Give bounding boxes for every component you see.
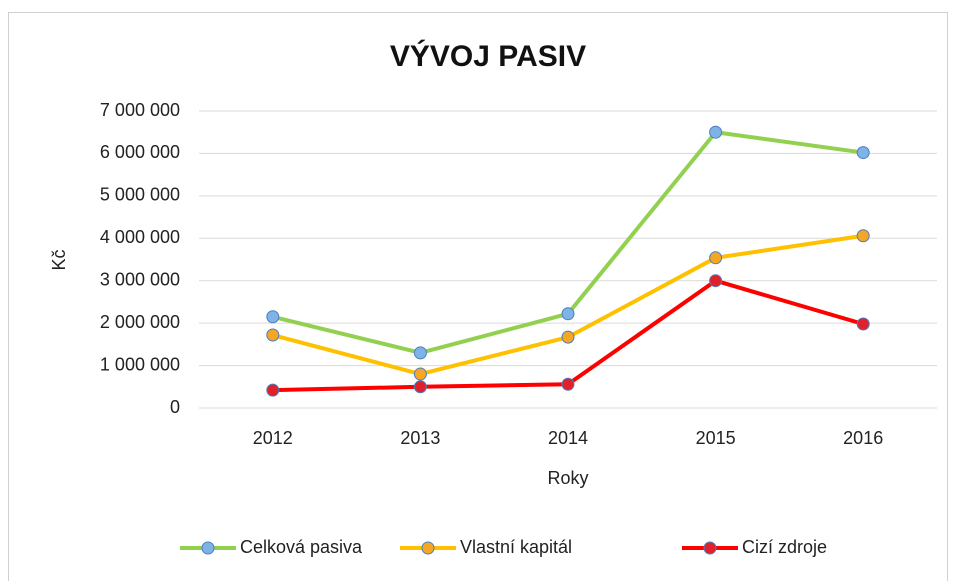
data-point <box>709 251 723 265</box>
legend-marker <box>201 541 215 555</box>
data-point <box>266 328 280 342</box>
data-point <box>856 229 870 243</box>
x-tick-label: 2012 <box>253 428 293 448</box>
y-tick-label: 0 <box>170 397 180 417</box>
x-tick-label: 2013 <box>400 428 440 448</box>
data-point <box>266 310 280 324</box>
data-point <box>266 383 280 397</box>
y-tick-label: 4 000 000 <box>100 227 180 247</box>
y-tick-label: 3 000 000 <box>100 269 180 289</box>
y-axis-label: Kč <box>49 249 69 270</box>
y-tick-label: 6 000 000 <box>100 142 180 162</box>
data-point <box>413 380 427 394</box>
y-tick-label: 5 000 000 <box>100 185 180 205</box>
chart-frame <box>8 12 948 581</box>
y-tick-label: 2 000 000 <box>100 312 180 332</box>
data-point <box>413 367 427 381</box>
legend-label: Celková pasiva <box>240 537 363 557</box>
legend-label: Cizí zdroje <box>742 537 827 557</box>
data-point <box>413 346 427 360</box>
data-point <box>709 125 723 139</box>
data-point <box>856 146 870 160</box>
x-tick-label: 2016 <box>843 428 883 448</box>
data-point <box>856 317 870 331</box>
x-tick-label: 2014 <box>548 428 588 448</box>
legend-marker <box>421 541 435 555</box>
x-axis-label: Roky <box>547 468 588 488</box>
data-point <box>561 377 575 391</box>
data-point <box>561 307 575 321</box>
y-tick-label: 7 000 000 <box>100 100 180 120</box>
data-point <box>709 274 723 288</box>
x-tick-label: 2015 <box>696 428 736 448</box>
chart-title: VÝVOJ PASIV <box>390 39 586 73</box>
data-point <box>561 330 575 344</box>
legend-label: Vlastní kapitál <box>460 537 572 557</box>
legend-marker <box>703 541 717 555</box>
y-tick-label: 1 000 000 <box>100 354 180 374</box>
